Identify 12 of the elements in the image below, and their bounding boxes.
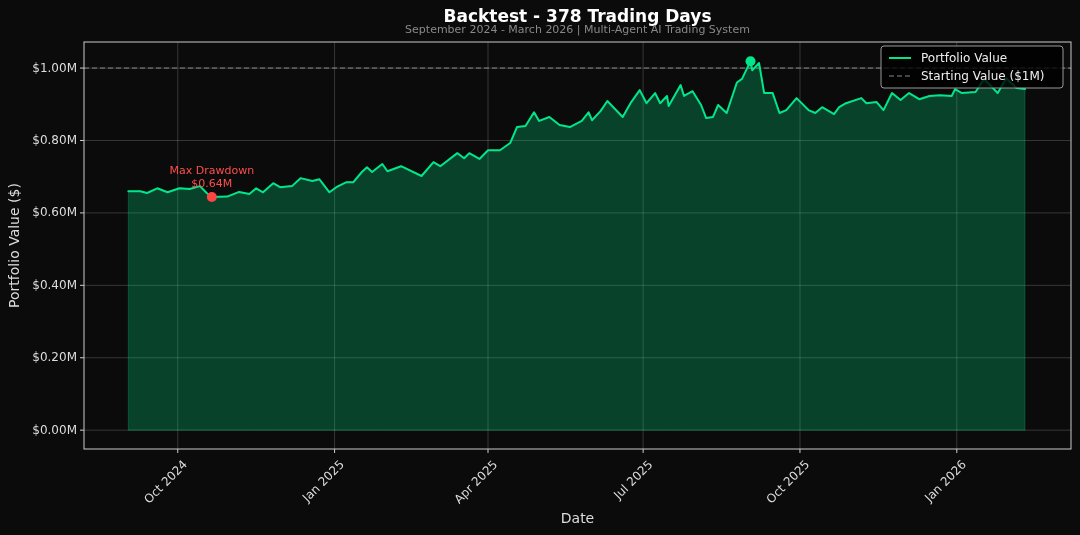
legend-label: Portfolio Value	[921, 50, 1008, 65]
y-tick-label: $0.60M	[32, 205, 77, 220]
y-tick-label: $1.00M	[32, 60, 77, 75]
chart-title: Backtest - 378 Trading Days	[443, 6, 712, 26]
y-tick-label: $0.40M	[32, 277, 77, 292]
y-tick-label: $0.20M	[32, 350, 77, 365]
y-tick-label: $0.80M	[32, 132, 77, 147]
ref-line-label: Starting Value ($1M)	[921, 68, 1045, 83]
y-axis-title: Portfolio Value ($)	[6, 183, 22, 308]
annotation: Max Drawdown $0.64M	[169, 163, 255, 190]
x-axis-title: Date	[560, 510, 595, 526]
y-tick-label: $0.00M	[32, 422, 77, 437]
